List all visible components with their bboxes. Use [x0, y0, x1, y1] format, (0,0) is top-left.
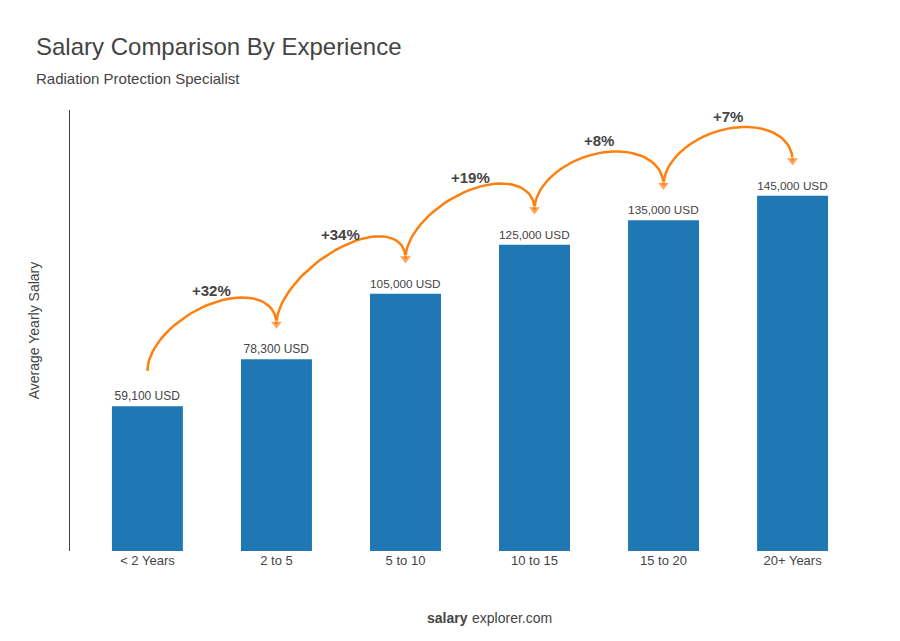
svg-text:+34%: +34%: [321, 226, 360, 243]
svg-text:Average Yearly Salary: Average Yearly Salary: [26, 262, 42, 400]
svg-text:salary: salary: [427, 610, 468, 626]
svg-text:20+ Years: 20+ Years: [763, 553, 822, 568]
svg-text:15 to 20: 15 to 20: [640, 553, 687, 568]
svg-text:59,100 USD: 59,100 USD: [115, 389, 181, 403]
svg-text:105,000 USD: 105,000 USD: [370, 277, 441, 290]
svg-text:+8%: +8%: [584, 132, 614, 149]
svg-text:+19%: +19%: [451, 169, 490, 186]
svg-text:explorer.com: explorer.com: [472, 610, 552, 626]
svg-text:10 to 15: 10 to 15: [511, 553, 558, 568]
svg-text:+32%: +32%: [192, 282, 231, 299]
svg-text:< 2 Years: < 2 Years: [120, 553, 175, 568]
svg-text:2 to 5: 2 to 5: [260, 553, 293, 568]
svg-text:125,000 USD: 125,000 USD: [499, 228, 570, 241]
svg-text:+7%: +7%: [713, 108, 743, 125]
svg-text:5 to 10: 5 to 10: [386, 553, 426, 568]
svg-text:Radiation Protection Specialis: Radiation Protection Specialist: [36, 70, 240, 87]
svg-text:Salary Comparison By Experienc: Salary Comparison By Experience: [36, 33, 402, 60]
svg-text:145,000 USD: 145,000 USD: [757, 179, 828, 192]
svg-text:78,300 USD: 78,300 USD: [244, 342, 310, 356]
svg-text:135,000 USD: 135,000 USD: [628, 203, 699, 216]
